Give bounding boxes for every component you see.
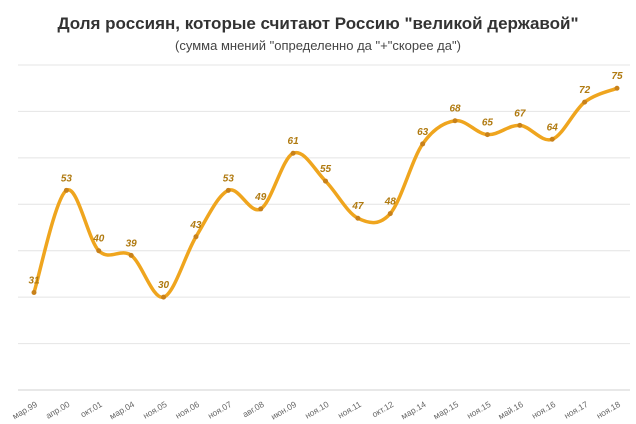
data-label: 63 [417,127,429,138]
x-tick-label: ноя.06 [174,399,202,421]
data-point [225,187,231,193]
data-point [258,206,264,212]
data-label: 53 [223,173,235,184]
data-point [484,132,490,138]
x-tick-label: мар.99 [11,399,40,421]
data-point [420,141,426,147]
x-tick-label: окт.01 [79,399,104,419]
x-tick-label: ноя.18 [595,399,623,421]
data-point [387,211,393,217]
data-label: 48 [384,197,397,208]
data-label: 75 [611,71,623,82]
x-tick-label: ноя.10 [303,399,331,421]
data-point [452,118,458,124]
data-label: 40 [92,234,105,245]
data-label: 43 [189,220,202,231]
x-tick-label: мар.14 [399,399,428,421]
data-point [63,187,69,193]
data-point [355,215,361,221]
data-point [517,122,523,128]
data-label: 30 [158,280,170,291]
data-label: 55 [320,164,332,175]
data-label: 72 [579,85,591,96]
x-tick-label: мар.15 [432,399,461,421]
x-tick-label: ноя.16 [530,399,558,421]
data-label: 67 [514,108,526,119]
data-label: 53 [61,173,73,184]
x-tick-label: ноя.05 [141,399,169,421]
data-point [582,99,588,105]
data-point [128,252,134,258]
x-tick-label: ноя.17 [562,399,590,421]
x-tick-label: май.16 [496,399,525,421]
data-label: 61 [288,136,300,147]
data-label: 39 [126,238,138,249]
x-tick-label: июн.09 [269,399,298,422]
data-label: 68 [449,104,461,115]
data-point [161,294,167,300]
data-point [290,150,296,156]
data-label: 31 [28,276,40,287]
x-tick-label: авг.08 [241,399,266,419]
data-point [31,290,37,295]
data-point [193,234,199,240]
x-tick-label: мар.04 [108,399,137,421]
x-tick-label: ноя.11 [336,399,363,420]
data-point [549,136,555,142]
data-label: 47 [351,201,364,212]
series-line [32,86,619,299]
chart-subtitle: (сумма мнений "определенно да "+"скорее … [175,38,461,53]
x-tick-label: апр.00 [44,399,72,421]
data-point [614,85,620,91]
x-tick-label: ноя.15 [465,399,493,421]
data-point [323,178,328,184]
chart-title: Доля россиян, которые считают Россию "ве… [57,14,579,33]
data-label: 64 [547,122,559,133]
data-label: 49 [254,192,267,203]
data-label: 65 [482,118,494,129]
x-tick-label: окт.12 [370,399,395,419]
x-tick-label: ноя.07 [206,399,234,421]
data-point [96,248,102,254]
